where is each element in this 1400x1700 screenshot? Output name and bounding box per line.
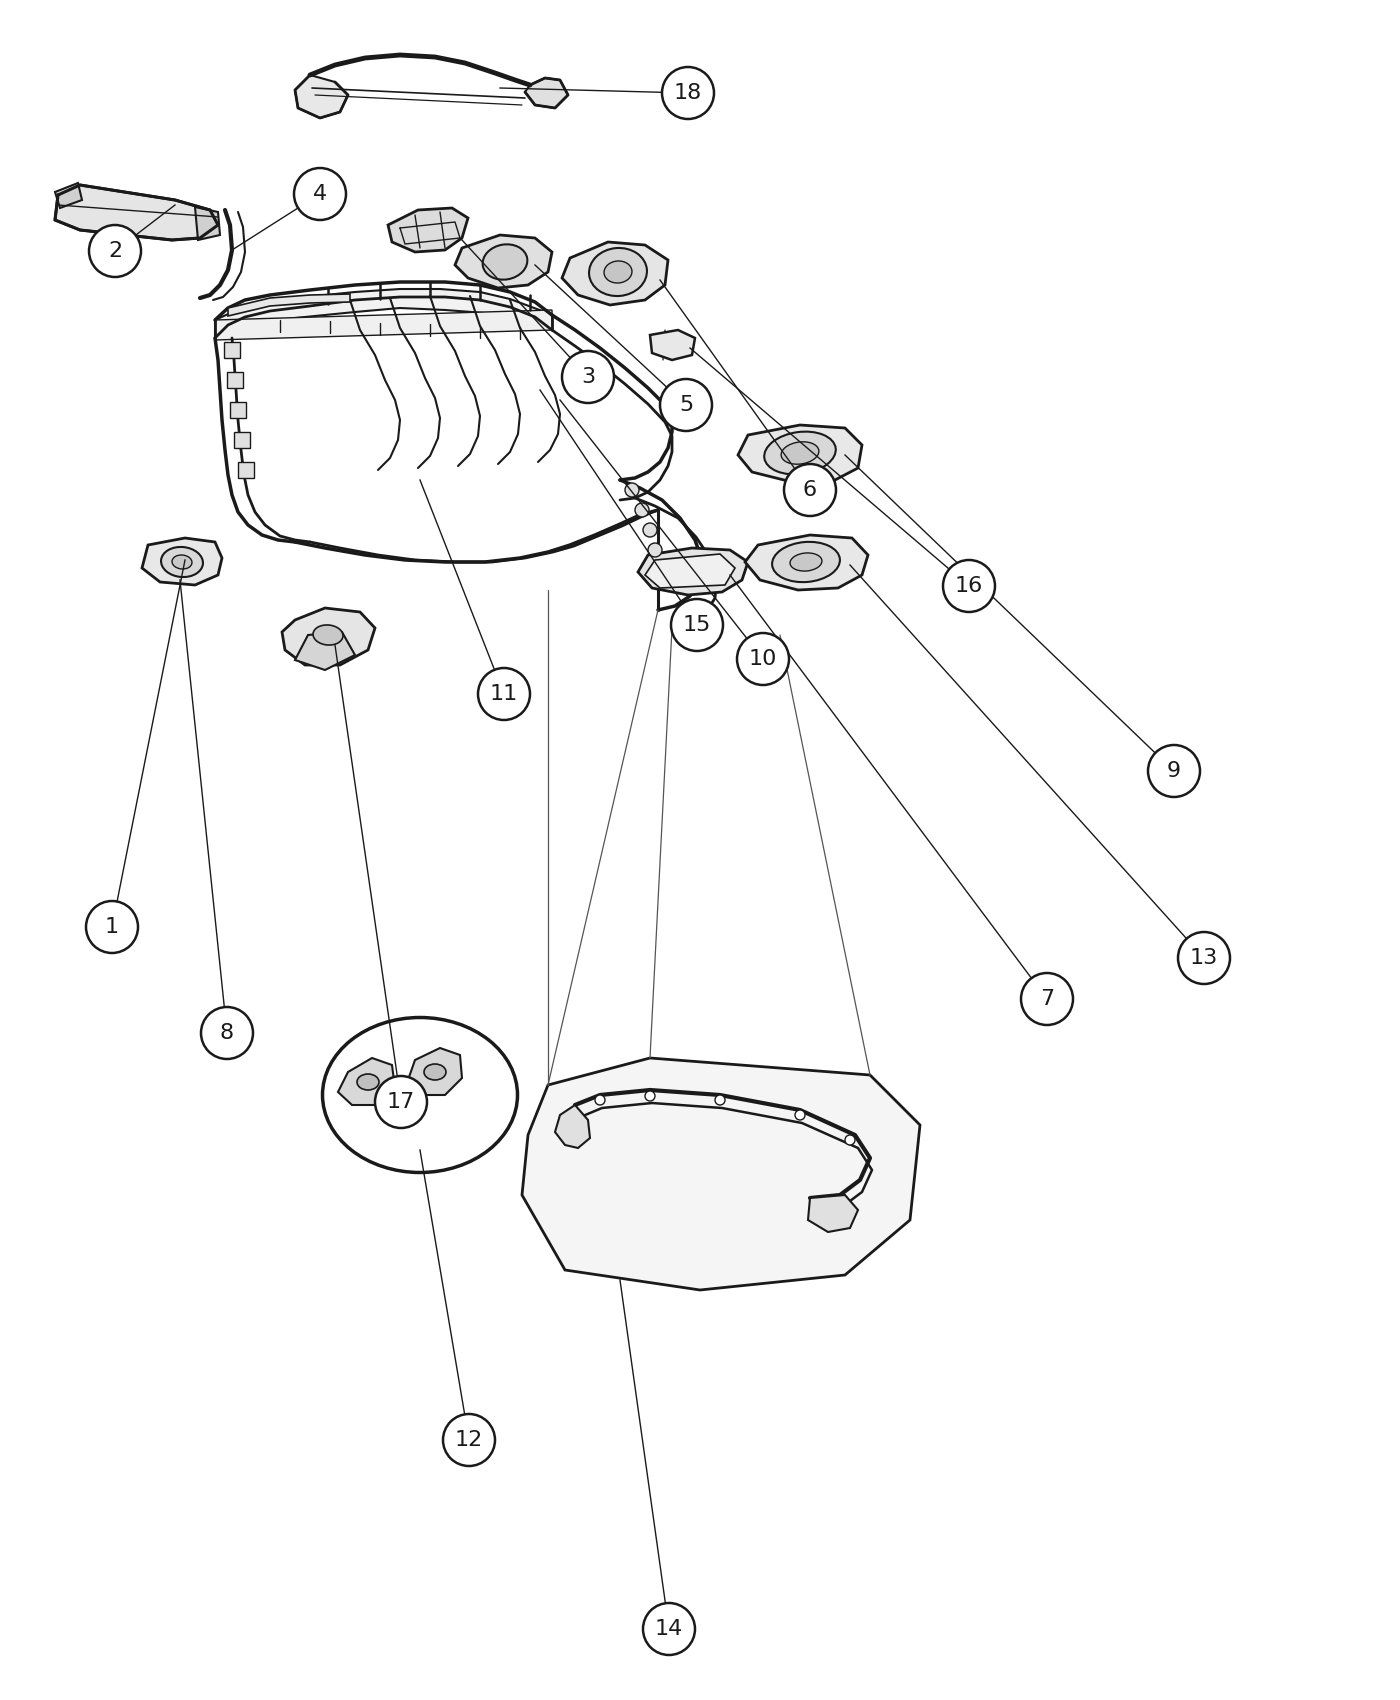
Circle shape [645,1091,655,1102]
Ellipse shape [790,552,822,571]
Circle shape [648,542,662,558]
Polygon shape [195,207,220,240]
Ellipse shape [781,442,819,464]
Ellipse shape [314,626,343,644]
Polygon shape [525,78,568,109]
Text: 9: 9 [1168,762,1182,780]
Polygon shape [522,1057,920,1290]
Polygon shape [234,432,251,449]
Circle shape [595,1095,605,1105]
Ellipse shape [603,262,631,282]
Polygon shape [281,609,375,665]
Text: 8: 8 [220,1023,234,1044]
Polygon shape [407,1047,462,1095]
Ellipse shape [764,432,836,474]
Circle shape [636,503,650,517]
Polygon shape [216,289,552,338]
Polygon shape [55,184,83,207]
Polygon shape [650,330,694,360]
Circle shape [1177,932,1231,984]
Circle shape [624,483,638,496]
Polygon shape [227,372,244,388]
Text: 15: 15 [683,615,711,636]
Ellipse shape [424,1064,447,1080]
Polygon shape [808,1195,858,1232]
Circle shape [784,464,836,517]
Circle shape [643,524,657,537]
Polygon shape [561,241,668,304]
Text: 7: 7 [1040,989,1054,1010]
Polygon shape [238,462,253,478]
Text: 11: 11 [490,683,518,704]
Text: 14: 14 [655,1618,683,1639]
Circle shape [651,563,665,576]
Polygon shape [224,342,239,359]
Circle shape [659,379,713,432]
Circle shape [662,66,714,119]
Text: 4: 4 [314,184,328,204]
Text: 13: 13 [1190,949,1218,967]
Polygon shape [141,537,223,585]
Polygon shape [230,401,246,418]
Circle shape [1148,745,1200,797]
Circle shape [643,1603,694,1656]
Text: 5: 5 [679,394,693,415]
Text: 3: 3 [581,367,595,388]
Ellipse shape [589,248,647,296]
Ellipse shape [322,1018,518,1173]
Polygon shape [295,632,356,670]
Polygon shape [738,425,862,483]
Circle shape [795,1110,805,1120]
Ellipse shape [771,542,840,581]
Circle shape [90,224,141,277]
Circle shape [671,598,722,651]
Text: 18: 18 [673,83,703,104]
Polygon shape [55,185,218,240]
Circle shape [561,350,615,403]
Circle shape [715,1095,725,1105]
Polygon shape [216,309,552,340]
Circle shape [294,168,346,219]
Polygon shape [295,75,349,117]
Polygon shape [388,207,468,252]
Polygon shape [554,1105,589,1148]
Polygon shape [337,1057,395,1105]
Ellipse shape [357,1074,379,1090]
Ellipse shape [161,547,203,576]
Polygon shape [228,294,350,316]
Text: 12: 12 [455,1430,483,1450]
Circle shape [375,1076,427,1129]
Text: 16: 16 [955,576,983,597]
Text: 6: 6 [804,479,818,500]
Circle shape [85,901,139,954]
Text: 10: 10 [749,649,777,670]
Circle shape [442,1414,496,1465]
Polygon shape [455,235,552,287]
Circle shape [202,1006,253,1059]
Text: 2: 2 [108,241,122,262]
Polygon shape [745,536,868,590]
Polygon shape [645,554,735,588]
Circle shape [736,632,790,685]
Circle shape [1021,972,1072,1025]
Ellipse shape [483,245,528,280]
Circle shape [477,668,531,721]
Circle shape [846,1136,855,1146]
Ellipse shape [172,554,192,570]
Polygon shape [638,547,748,595]
Text: 1: 1 [105,916,119,937]
Text: 17: 17 [386,1091,416,1112]
Circle shape [944,559,995,612]
